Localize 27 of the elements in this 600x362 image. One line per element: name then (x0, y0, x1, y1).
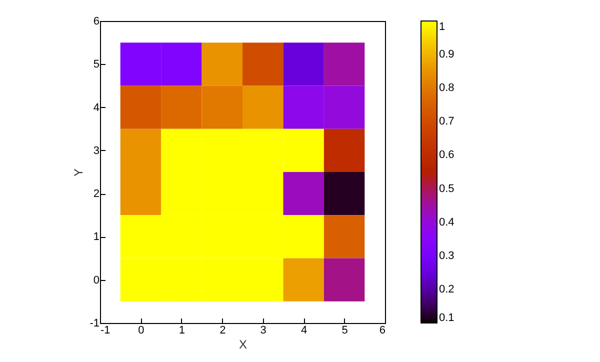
y-tick-label: 1 (93, 231, 100, 244)
color-bar-label: 1 (439, 21, 446, 33)
y-tick-label: 5 (93, 58, 100, 71)
x-tick-label: 3 (260, 324, 266, 336)
x-tick-label: 6 (379, 324, 386, 336)
x-tick-label: -1 (100, 324, 110, 336)
x-tick-label: 1 (178, 324, 185, 336)
y-tick-label: 0 (93, 274, 100, 286)
color-bar-label: 0.6 (439, 149, 454, 162)
x-axis-title: X (238, 338, 248, 352)
color-bar-label: 0.2 (439, 283, 454, 296)
color-bar-label: 0.1 (439, 312, 454, 324)
color-bar-label: 0.5 (439, 182, 454, 195)
y-tick-label: 6 (93, 16, 100, 28)
y-tick-label: 2 (93, 188, 100, 200)
x-tick-label: 4 (301, 324, 308, 336)
color-bar-label: 0.4 (439, 216, 454, 228)
x-tick-label: 2 (220, 324, 226, 336)
x-tick-label: 5 (342, 324, 348, 336)
y-tick-label: 3 (93, 144, 100, 157)
color-bar-label: 0.8 (439, 82, 454, 94)
color-bar-label: 0.9 (439, 48, 454, 61)
color-bar-label: 0.3 (439, 250, 454, 262)
color-bar-label: 0.7 (439, 116, 454, 128)
x-tick-label: 0 (138, 324, 144, 336)
y-tick-label: 4 (93, 102, 100, 114)
y-axis-title: Y (72, 168, 86, 177)
